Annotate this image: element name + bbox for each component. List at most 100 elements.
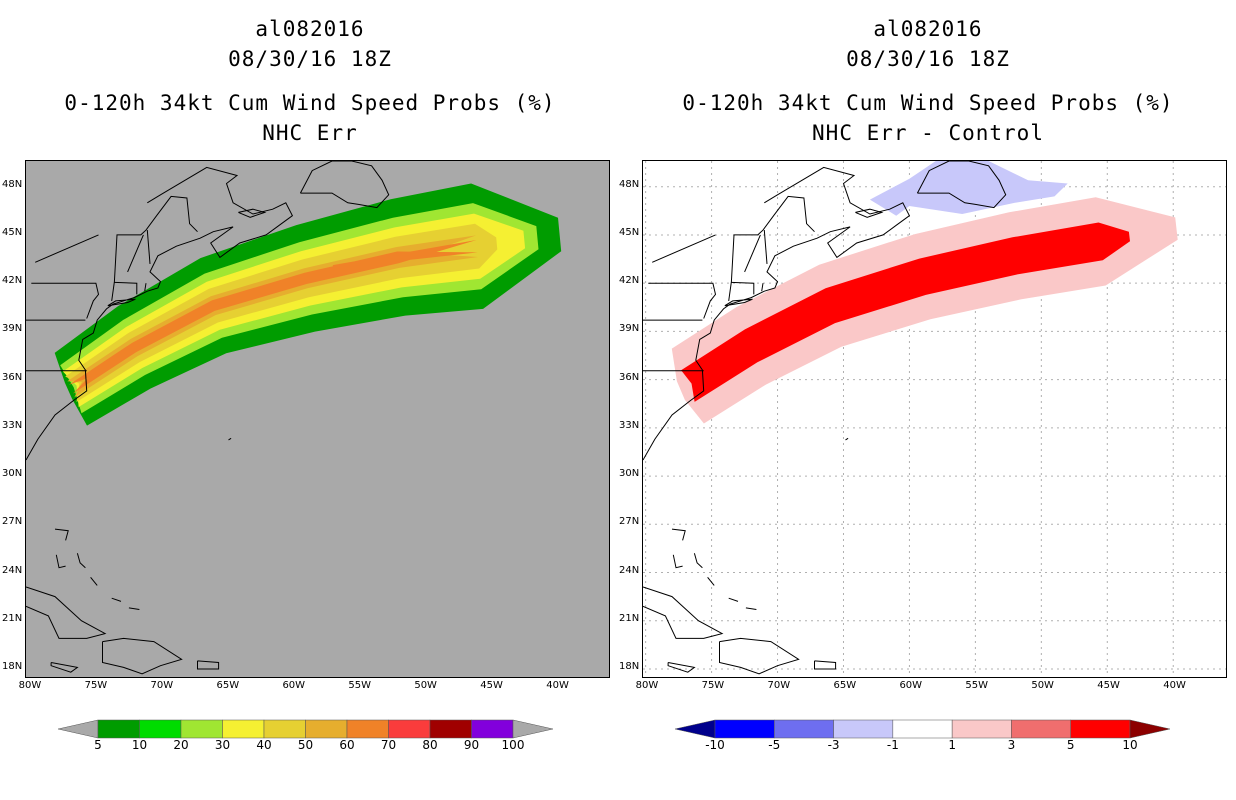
coastline-segment: [111, 195, 198, 301]
colorbar-swatch: [346, 719, 389, 739]
lon-tick-label: 55W: [965, 680, 988, 691]
colorbar-label: 90: [463, 738, 480, 752]
forecast-datetime: 08/30/16 18Z: [846, 47, 1010, 71]
coastline-segment: [761, 283, 764, 292]
coastline-segment: [50, 662, 79, 673]
coastline-segment: [146, 230, 151, 264]
right-panel-title: al082016 08/30/16 18Z 0-120h 34kt Cum Wi…: [628, 14, 1228, 148]
coastline-segment: [54, 528, 69, 541]
colorbar-swatch: [429, 719, 472, 739]
colorbar-label: -1: [886, 738, 899, 752]
left-panel-title: al082016 08/30/16 18Z 0-120h 34kt Cum Wi…: [10, 14, 610, 148]
difference-map: [643, 161, 1226, 677]
coastline-segment: [672, 554, 683, 569]
lat-tick-label: 33N: [619, 419, 640, 431]
colorbar-swatch: [714, 719, 775, 739]
coastline-segment: [107, 298, 136, 307]
coastline-segment: [299, 161, 390, 209]
lon-tick-label: 60W: [282, 680, 306, 691]
lon-tick-label: 40W: [1163, 680, 1186, 691]
lat-tick-label: 42N: [619, 275, 640, 287]
colorbar-extend-low: [675, 719, 716, 739]
lon-tick-label: 75W: [701, 680, 725, 691]
probability-band: [68, 240, 478, 394]
coastline-segment: [90, 576, 98, 586]
coastline-segment: [114, 281, 138, 295]
coastline-segment: [671, 528, 686, 541]
coastline-segment: [731, 281, 755, 295]
lat-tick-label: 24N: [2, 564, 23, 576]
probability-map: [26, 161, 562, 675]
storm-id: al082016: [255, 17, 365, 41]
colorbar-swatch: [1011, 719, 1071, 739]
colorbar-label: 5: [94, 738, 102, 752]
colorbar-label: 3: [1007, 738, 1016, 752]
colorbar-label: 30: [214, 738, 231, 752]
colorbar-label: 60: [339, 738, 355, 752]
lon-tick-label: 80W: [18, 680, 42, 691]
coastline-outline: [643, 161, 1007, 675]
coastline-segment: [128, 607, 140, 610]
product-name: 0-120h 34kt Cum Wind Speed Probs (%): [682, 91, 1174, 115]
lat-tick-label: 39N: [2, 323, 23, 335]
colorbar-label: 10: [1122, 738, 1138, 752]
coastline-segment: [144, 283, 147, 292]
colorbar-swatch: [305, 719, 348, 739]
coastline-segment: [111, 597, 122, 602]
colorbar-label: 20: [173, 738, 189, 752]
colorbar-extend-high: [1129, 719, 1170, 739]
lon-tick-label: 80W: [635, 680, 659, 691]
lat-tick-label: 27N: [2, 516, 23, 528]
lon-tick-label: 75W: [84, 680, 108, 691]
lat-tick-label: 42N: [2, 275, 23, 287]
lon-tick-label: 55W: [348, 680, 371, 691]
coastline-segment: [643, 586, 724, 639]
coastline-segment: [745, 607, 757, 610]
colorbar-swatch: [222, 719, 265, 739]
coastline-segment: [102, 637, 183, 675]
colorbar-swatch: [471, 719, 514, 739]
lat-tick-label: 36N: [619, 371, 640, 383]
colorbar-swatch: [97, 719, 140, 739]
lat-tick-label: 39N: [619, 323, 640, 335]
lat-tick-label: 45N: [2, 226, 23, 238]
colorbar-label: 70: [380, 738, 397, 752]
coastline-outline: [26, 161, 390, 675]
right-colorbar: [675, 716, 1170, 742]
coastline-segment: [744, 234, 761, 273]
coastline-segment: [707, 576, 715, 586]
coastline-segment: [55, 554, 66, 569]
coastline-segment: [763, 230, 768, 264]
lat-tick-label: 27N: [619, 516, 640, 528]
colorbar-swatch: [263, 719, 306, 739]
coastline-segment: [845, 437, 849, 441]
lon-tick-label: 65W: [216, 680, 240, 691]
lat-tick-label: 21N: [619, 612, 640, 624]
colorbar-label: 5: [1066, 738, 1075, 752]
colorbar-label: 50: [297, 738, 314, 752]
colorbar-label: -10: [705, 738, 725, 752]
storm-id: al082016: [873, 17, 983, 41]
lat-tick-label: 33N: [2, 419, 23, 431]
left-colorbar: [58, 716, 553, 742]
coastline-segment: [719, 637, 800, 675]
lat-tick-label: 48N: [2, 178, 23, 190]
colorbar-swatch: [388, 719, 431, 739]
left-colorbar-swatches: [58, 719, 553, 739]
coastline-segment: [76, 553, 86, 569]
colorbar-label: -3: [827, 738, 840, 752]
left-map-panel: [25, 160, 610, 678]
colorbar-extend-high: [512, 719, 553, 739]
coastline-segment: [26, 166, 294, 461]
colorbar-swatch: [892, 719, 953, 739]
coastline-segment: [197, 660, 220, 670]
lon-tick-label: 50W: [1031, 680, 1054, 691]
lon-tick-label: 70W: [767, 680, 791, 691]
lat-tick-label: 30N: [2, 468, 23, 480]
panel-subtitle: NHC Err: [262, 121, 358, 145]
colorbar-swatch: [1070, 719, 1131, 739]
colorbar-swatch: [951, 719, 1012, 739]
coastline-segment: [648, 282, 717, 319]
lat-tick-label: 18N: [619, 660, 640, 672]
coastline-segment: [228, 437, 232, 441]
